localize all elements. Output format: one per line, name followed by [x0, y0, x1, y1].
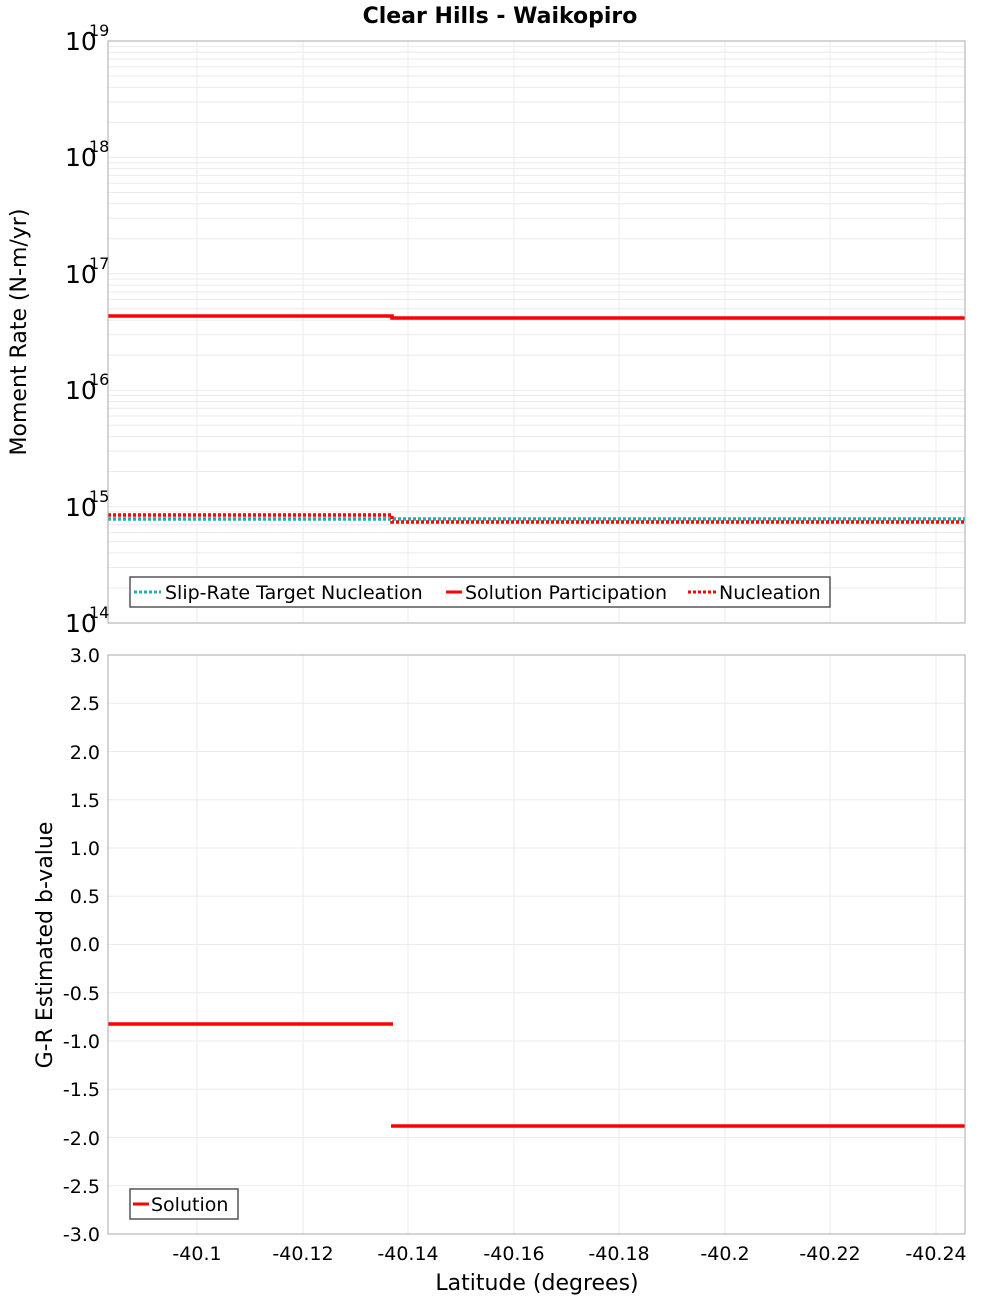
- y-tick: 2.0: [70, 742, 100, 764]
- y-tick-1e19: 10 19: [65, 21, 109, 56]
- y-tick: 1.5: [70, 790, 100, 812]
- bottom-y-axis-label: G-R Estimated b-value: [33, 822, 58, 1069]
- x-tick: -40.24: [905, 1243, 966, 1265]
- svg-text:15: 15: [89, 487, 109, 506]
- svg-text:18: 18: [89, 137, 109, 156]
- svg-text:10: 10: [65, 609, 97, 638]
- svg-text:10: 10: [65, 27, 97, 56]
- legend-label-solution: Solution: [151, 1194, 228, 1216]
- top-legend: Slip-Rate Target Nucleation Solution Par…: [129, 576, 831, 608]
- svg-text:10: 10: [65, 143, 97, 172]
- svg-text:10: 10: [65, 376, 97, 405]
- x-tick: -40.14: [377, 1243, 438, 1265]
- legend-label-nucleation: Nucleation: [719, 582, 821, 604]
- y-tick: -2.5: [63, 1176, 100, 1198]
- top-vertical-grid: [196, 41, 937, 623]
- y-tick: 1.0: [70, 838, 100, 860]
- bottom-legend: Solution: [129, 1188, 239, 1220]
- x-ticks: -40.1 -40.12 -40.14 -40.16 -40.18 -40.2 …: [172, 1243, 966, 1265]
- top-plot-area: [108, 41, 965, 623]
- y-tick: -0.5: [63, 983, 100, 1005]
- top-plot-border: [107, 40, 966, 624]
- bottom-plot: 3.0 2.5 2.0 1.5 1.0 0.5 0.0 -0.5 -1.0 -1…: [33, 645, 967, 1296]
- top-y-ticks: 10 19 10 18 10 17 10 16 10 15 10 14: [65, 21, 109, 638]
- y-tick: 2.5: [70, 693, 100, 715]
- bottom-plot-border: [107, 654, 966, 1235]
- bottom-horizontal-grid: [108, 702, 965, 1187]
- y-tick-1e16: 10 16: [65, 370, 109, 405]
- x-tick: -40.1: [172, 1243, 221, 1265]
- x-tick: -40.16: [483, 1243, 544, 1265]
- y-tick: -3.0: [63, 1224, 100, 1246]
- top-y-axis-label: Moment Rate (N-m/yr): [7, 209, 32, 456]
- series-solution-participation: [108, 314, 965, 320]
- bottom-y-ticks: 3.0 2.5 2.0 1.5 1.0 0.5 0.0 -0.5 -1.0 -1…: [63, 645, 100, 1246]
- legend-label-slip-rate: Slip-Rate Target Nucleation: [165, 582, 423, 604]
- bottom-vertical-grid: [196, 655, 937, 1234]
- svg-text:10: 10: [65, 260, 97, 289]
- x-axis-label: Latitude (degrees): [435, 1271, 638, 1296]
- top-grid: [108, 45, 965, 589]
- y-tick: -1.0: [63, 1031, 100, 1053]
- svg-text:10: 10: [65, 493, 97, 522]
- series-nucleation: [108, 513, 965, 524]
- svg-text:16: 16: [89, 370, 109, 389]
- y-tick: 0.0: [70, 934, 100, 956]
- y-tick-1e17: 10 17: [65, 254, 109, 289]
- chart-title: Clear Hills - Waikopiro: [363, 4, 638, 29]
- legend-label-solution-participation: Solution Participation: [465, 582, 667, 604]
- y-tick-1e18: 10 18: [65, 137, 109, 172]
- svg-text:17: 17: [89, 254, 109, 273]
- y-tick-1e14: 10 14: [65, 603, 109, 638]
- top-plot: 10 19 10 18 10 17 10 16 10 15 10 14: [7, 21, 966, 638]
- svg-text:19: 19: [89, 21, 109, 40]
- x-tick: -40.2: [700, 1243, 749, 1265]
- x-tick: -40.18: [588, 1243, 649, 1265]
- y-tick: 0.5: [70, 886, 100, 908]
- y-tick-1e15: 10 15: [65, 487, 109, 522]
- y-tick: -1.5: [63, 1079, 100, 1101]
- y-tick: 3.0: [70, 645, 100, 667]
- svg-text:14: 14: [89, 603, 109, 622]
- x-tick: -40.22: [799, 1243, 860, 1265]
- x-tick: -40.12: [272, 1243, 333, 1265]
- y-tick: -2.0: [63, 1128, 100, 1150]
